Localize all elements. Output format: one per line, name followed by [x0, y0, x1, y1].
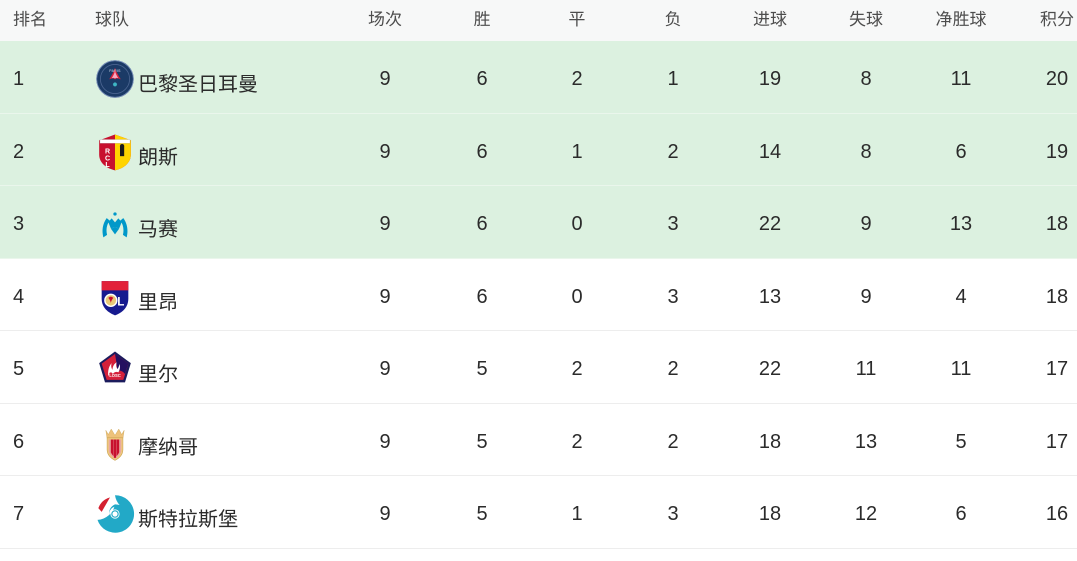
svg-text:LOSC: LOSC: [109, 373, 121, 378]
svg-text:PARIS: PARIS: [109, 69, 121, 73]
svg-text:L: L: [105, 161, 110, 169]
svg-text:L: L: [117, 295, 124, 308]
